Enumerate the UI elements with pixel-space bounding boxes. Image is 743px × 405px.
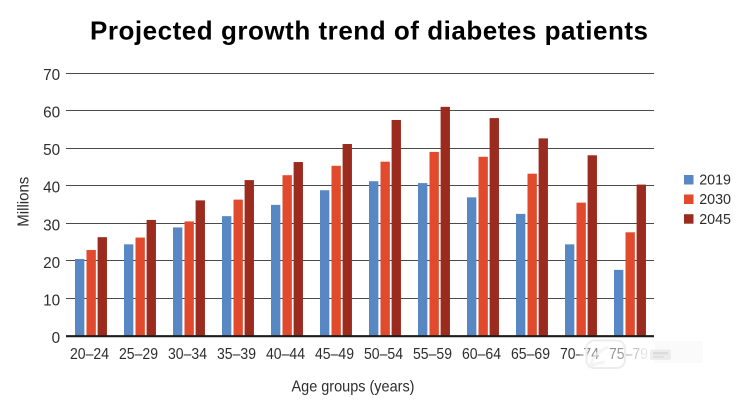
svg-text:2045: 2045: [699, 212, 731, 228]
svg-text:10: 10: [43, 292, 60, 309]
svg-text:2030: 2030: [699, 192, 731, 208]
svg-text:60: 60: [43, 105, 60, 122]
svg-text:Projected growth trend of diab: Projected growth trend of diabetes patie…: [90, 16, 648, 46]
svg-text:20–24: 20–24: [70, 346, 109, 363]
svg-text:Age groups (years): Age groups (years): [292, 379, 415, 396]
svg-text:40–44: 40–44: [266, 346, 305, 363]
svg-text:45–49: 45–49: [315, 346, 354, 363]
svg-text:20: 20: [43, 255, 60, 272]
svg-text:60–64: 60–64: [462, 346, 501, 363]
svg-text:2019: 2019: [699, 173, 731, 189]
svg-text:25–29: 25–29: [119, 346, 158, 363]
svg-text:50: 50: [43, 142, 60, 159]
svg-text:65–69: 65–69: [511, 346, 550, 363]
svg-text:35–39: 35–39: [217, 346, 256, 363]
svg-text:70: 70: [43, 67, 60, 84]
svg-text:40: 40: [43, 180, 60, 197]
svg-text:30–34: 30–34: [168, 346, 207, 363]
svg-text:0: 0: [52, 330, 61, 347]
svg-text:55–59: 55–59: [413, 346, 452, 363]
svg-text:30: 30: [43, 217, 60, 234]
svg-text:50–54: 50–54: [364, 346, 403, 363]
svg-text:Millions: Millions: [16, 176, 33, 226]
